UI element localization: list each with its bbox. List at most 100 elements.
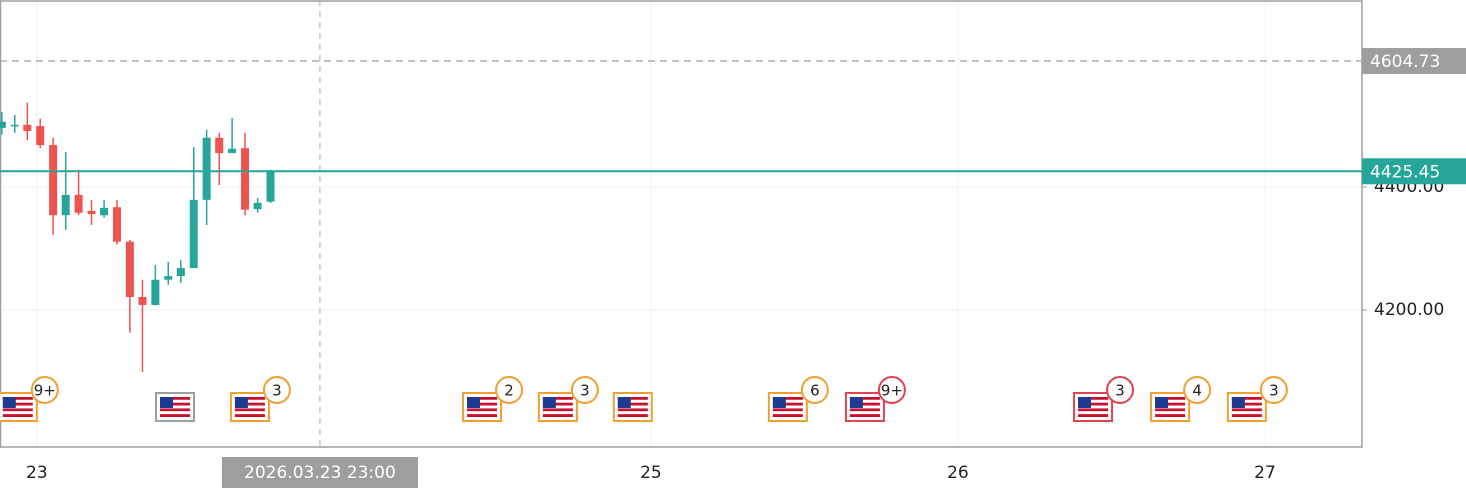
flag-stripe [160,411,191,415]
candle-body [74,194,83,213]
flag-stripe [617,402,648,406]
price-label: 4604.73 [1370,52,1440,72]
candle-body [49,145,58,216]
flag-stripe [1078,399,1109,403]
flag-stripe [849,399,880,403]
event-badge [570,376,599,404]
flag-stripe [467,402,498,406]
event-marker: 3 [229,376,291,422]
event-marker: 3 [1073,376,1135,422]
flag-stripe [1231,405,1262,409]
flag-stripe [234,405,265,409]
flag-stripe [467,405,498,409]
flag-stripe [467,408,498,412]
candle-body [176,268,185,277]
candle-body [87,210,96,214]
price-label: 4425.45 [1370,162,1440,182]
event-count: 3 [272,382,282,400]
flag-canton [617,397,631,408]
flag-stripe [772,414,803,417]
candle-body [36,126,45,146]
candle-body [228,148,237,154]
event-count: 9+ [34,382,56,400]
flag-stripe [160,405,191,409]
flag-canton [1231,397,1245,408]
event-marker: 9+ [0,376,59,422]
flag-stripe [542,397,573,400]
flag-stripe [234,399,265,403]
candle-body [10,124,19,127]
x-tick-label: 25 [640,463,662,483]
candle-body [215,137,224,154]
flag-stripe [160,414,191,417]
flag-canton [160,397,174,408]
candle-body [23,124,32,131]
flag-stripe [2,411,33,415]
y-tick-label: 4200.00 [1374,300,1444,320]
event-marker: 3 [1226,376,1288,422]
price-label-box [1362,48,1466,75]
flag-stripe [2,397,33,400]
event-marker: 9+ [844,376,906,422]
event-count: 3 [1269,382,1279,400]
flag-stripe [160,402,191,406]
flag-stripe [772,402,803,406]
x-tick-label: 23 [26,463,48,483]
x-tick-label: 27 [1254,463,1276,483]
flag-stripe [467,414,498,417]
flag-stripe [2,414,33,417]
flag-stripe [234,408,265,412]
flag-stripe [234,414,265,417]
event-badge [1259,376,1288,404]
candle-body [189,199,198,269]
flag-stripe [2,408,33,412]
candle-body [125,241,134,297]
candle-body [253,202,262,210]
flag-stripe [849,402,880,406]
flag-stripe [1231,408,1262,412]
candle-body [100,207,109,216]
event-marker: 3 [537,376,599,422]
flag-canton [542,397,556,408]
flag-stripe [1155,414,1186,417]
flag-stripe [1155,402,1186,406]
flag-stripe [1155,397,1186,400]
flag-stripe [772,405,803,409]
event-count: 3 [580,382,590,400]
flag-stripe [849,397,880,400]
event-badge [1183,376,1212,404]
candle-body [202,137,211,200]
flag-stripe [1078,411,1109,415]
flag-canton [849,397,863,408]
event-count: 9+ [881,382,903,400]
crosshair-label: 2026.03.23 23:00 [244,463,396,483]
flag-stripe [542,408,573,412]
flag-stripe [467,397,498,400]
event-count: 6 [810,382,820,400]
flag-stripe [542,414,573,417]
candle-body [164,276,173,280]
candle-body [241,148,250,210]
event-badge [877,376,906,404]
event-marker [612,392,653,422]
event-count: 4 [1192,382,1202,400]
flag-stripe [617,405,648,409]
event-badge [495,376,524,404]
flag-stripe [772,411,803,415]
flag-stripe [772,408,803,412]
flag-stripe [542,399,573,403]
flag-stripe [772,399,803,403]
x-tick-label: 26 [947,463,969,483]
event-badge [1106,376,1135,404]
candle-body [61,194,70,216]
flag-stripe [467,399,498,403]
flag-stripe [849,408,880,412]
flag-stripe [234,402,265,406]
flag-stripe [2,399,33,403]
flag-stripe [234,411,265,415]
candle-body [0,121,6,128]
flag-canton [1155,397,1169,408]
candle-body [151,279,160,305]
